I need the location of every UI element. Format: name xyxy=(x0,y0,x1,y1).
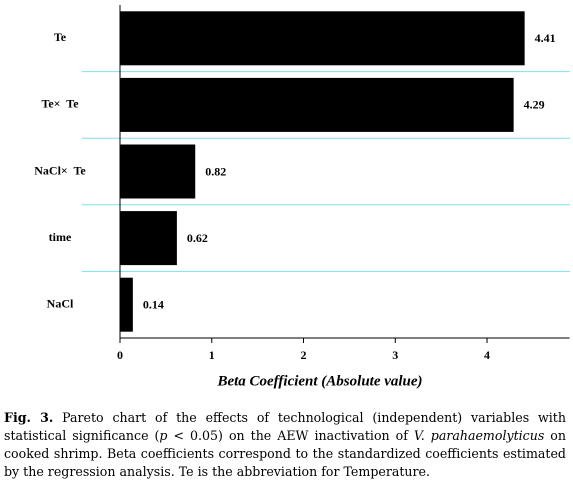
value-label: 0.82 xyxy=(205,164,226,178)
caption-p: p xyxy=(159,428,168,443)
caption-text: < 0.05) on the AEW inactivation of xyxy=(167,428,414,443)
x-tick-label: 1 xyxy=(209,348,215,362)
value-label: 4.29 xyxy=(524,98,545,112)
y-tick-label: Te xyxy=(54,30,67,44)
chart: Beta Coefficient (Absolute value) 0 1 2 3 4 T… xyxy=(34,5,570,389)
y-tick-label: time xyxy=(49,230,72,244)
bar xyxy=(120,211,177,266)
caption-species: V. parahaemolyticus xyxy=(413,428,545,443)
y-tick-label: NaCl× Te xyxy=(34,163,86,177)
caption: Fig. 3. Pareto chart of the effects of t… xyxy=(4,409,566,481)
value-label: 0.14 xyxy=(143,297,164,311)
x-tick-label: 3 xyxy=(392,348,398,362)
bar xyxy=(120,277,133,332)
x-tick-label: 4 xyxy=(484,348,490,362)
bar xyxy=(120,144,196,199)
caption-text: Pareto chart of the effects of technolog… xyxy=(4,410,566,443)
x-axis-label: Beta Coefficient (Absolute value) xyxy=(216,373,422,389)
x-tick-label: 0 xyxy=(117,348,123,362)
x-tick-label: 2 xyxy=(301,348,307,362)
y-tick-label: Te× Te xyxy=(41,97,79,111)
y-tick-label: NaCl xyxy=(47,296,74,310)
caption-text: on cooked shrimp. Beta coefficients corr… xyxy=(4,428,566,479)
value-label: 0.62 xyxy=(187,231,208,245)
bar xyxy=(120,77,514,132)
caption-label: Fig. 3. xyxy=(4,410,54,425)
value-label: 4.41 xyxy=(535,31,556,45)
bar xyxy=(120,11,525,66)
